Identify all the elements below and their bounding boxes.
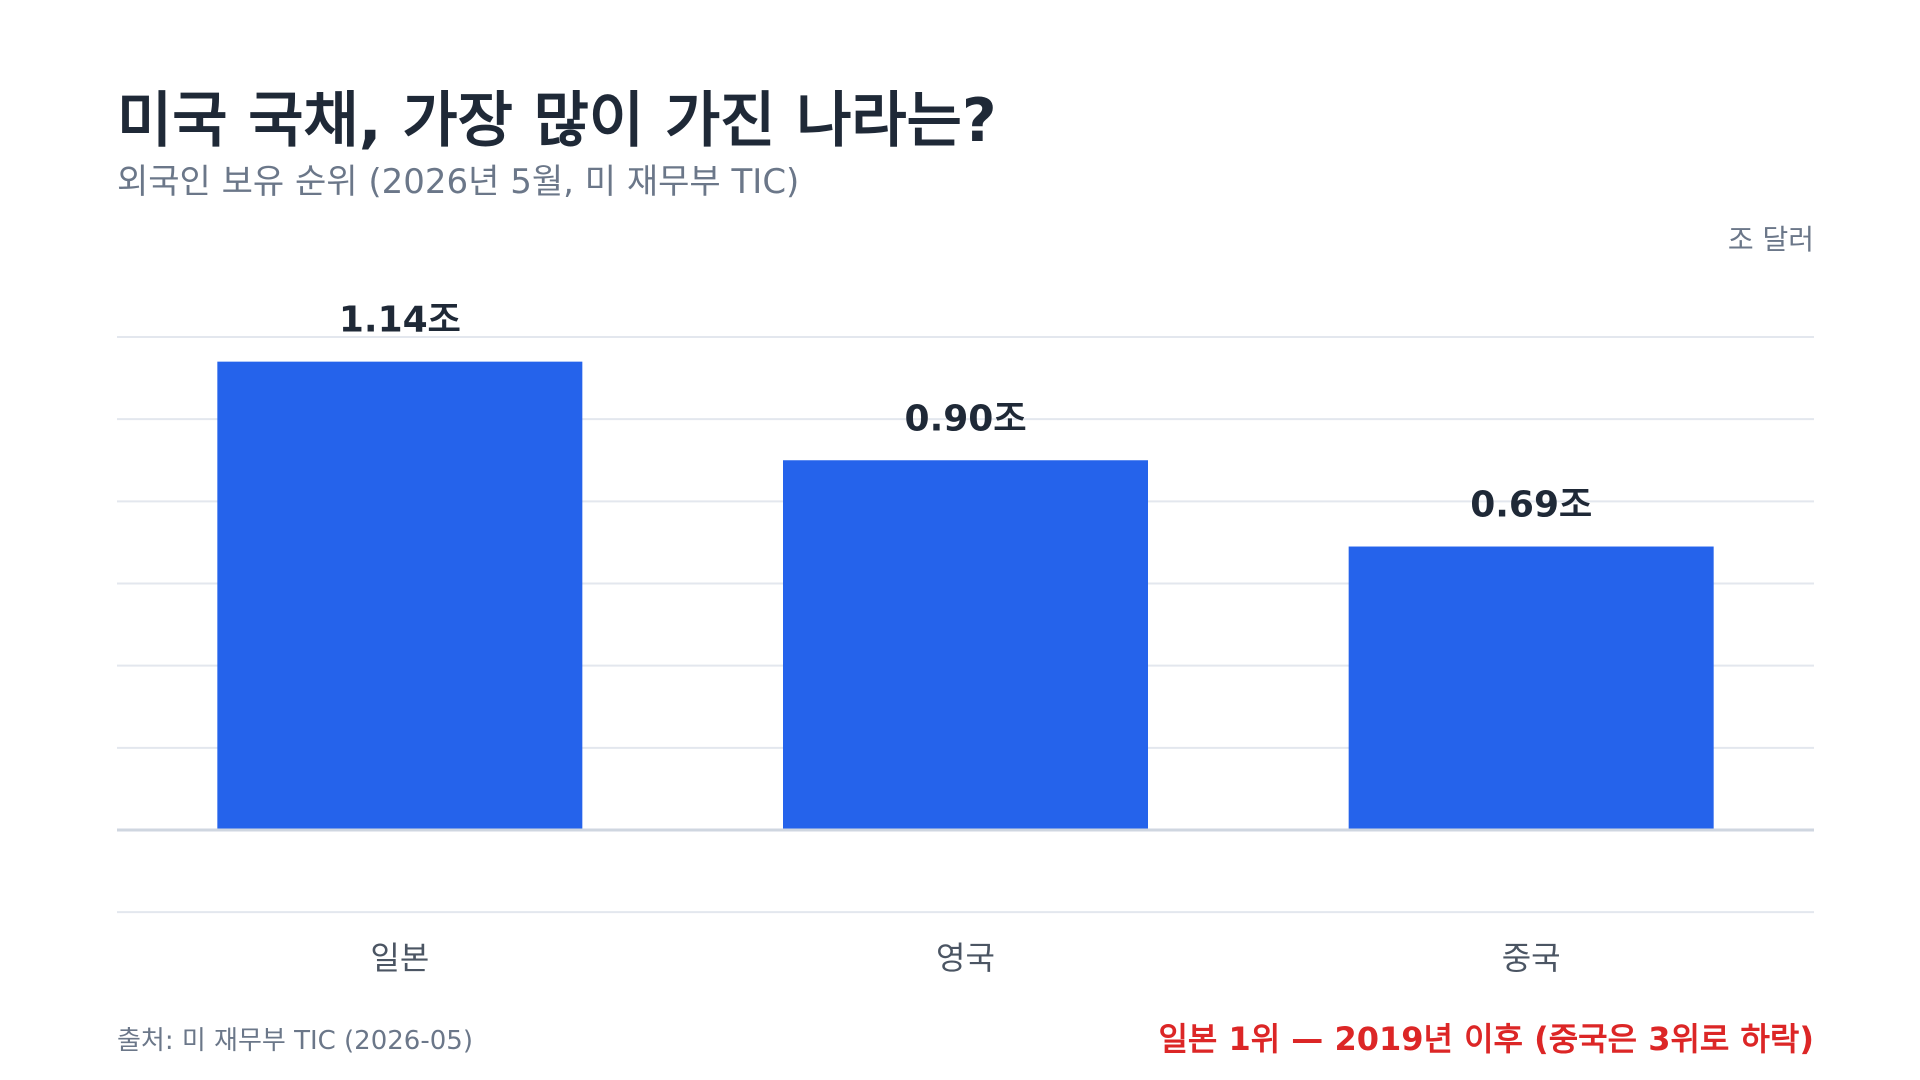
value-label: 1.14조 (339, 300, 461, 341)
bar-1 (217, 361, 583, 830)
highlight-note: 일본 1위 — 2019년 이후 (중국은 3위로 하락) (1158, 1020, 1814, 1058)
bar-2 (783, 460, 1148, 830)
chart-title: 미국 국채, 가장 많이 가진 나라는? (117, 86, 997, 156)
chart-subtitle: 외국인 보유 순위 (2026년 5월, 미 재무부 TIC) (117, 162, 800, 202)
category-label: 중국 (1502, 939, 1561, 977)
category-label: 영국 (936, 939, 995, 977)
value-label: 0.69조 (1470, 485, 1592, 526)
unit-label: 조 달러 (1727, 223, 1814, 256)
source-note: 출처: 미 재무부 TIC (2026-05) (117, 1026, 473, 1056)
category-label: 일본 (370, 939, 429, 977)
value-label: 0.90조 (905, 398, 1027, 439)
bar-3 (1348, 546, 1714, 830)
